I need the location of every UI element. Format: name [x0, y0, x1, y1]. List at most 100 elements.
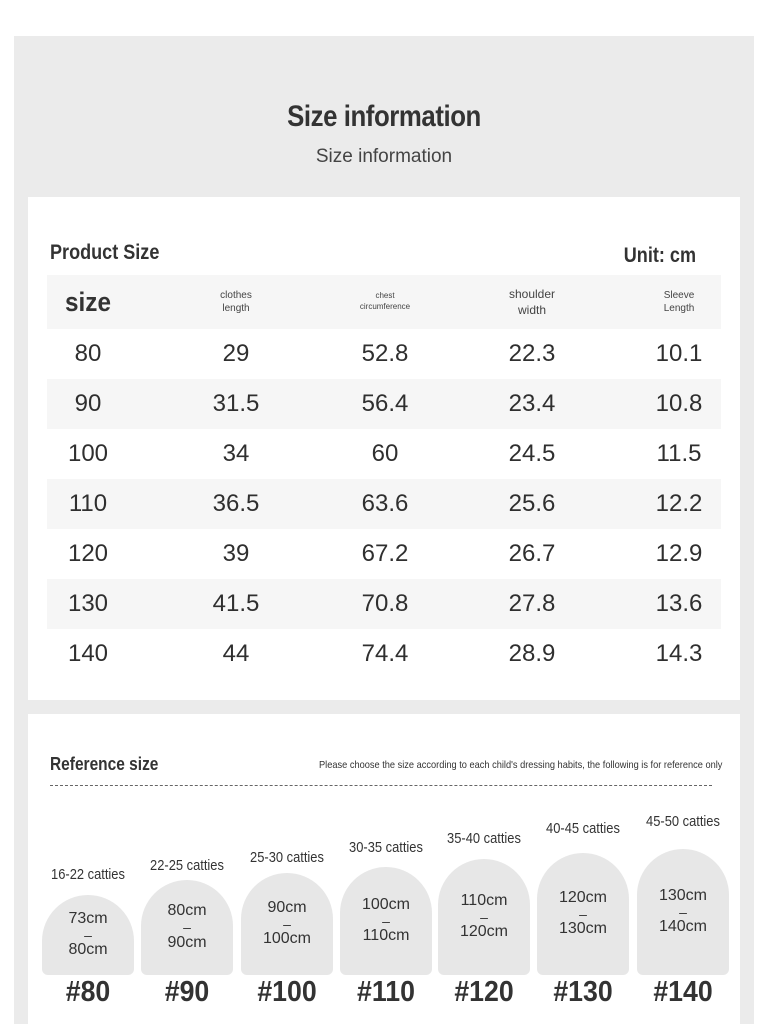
- table-cell: 14.3: [655, 640, 703, 667]
- height-separator: –: [480, 908, 488, 925]
- size-tag: #140: [653, 976, 713, 1008]
- table-cell: 110: [68, 490, 108, 517]
- height-separator: –: [579, 905, 587, 922]
- table-cell: 80: [74, 340, 102, 367]
- height-min: 80cm: [167, 902, 207, 920]
- height-min: 110cm: [460, 891, 508, 909]
- column-header-shoulder-width: shoulder width: [427, 286, 637, 318]
- table-cell: 23.4: [508, 390, 556, 417]
- table-cell: 100: [67, 440, 109, 467]
- height-separator: –: [283, 915, 291, 932]
- size-table: size clothes length chest circumference …: [47, 275, 721, 679]
- column-header-line: circumference: [359, 302, 411, 311]
- height-range-badge: 130cm – 140cm: [637, 849, 729, 975]
- table-cell: 31.5: [212, 390, 260, 417]
- table-cell: 140: [67, 640, 109, 667]
- table-cell: 29: [222, 340, 250, 367]
- height-max: 140cm: [658, 918, 708, 936]
- table-row: 130 41.5 70.8 27.8 13.6: [47, 579, 721, 629]
- table-cell: 26.7: [508, 540, 556, 567]
- table-cell: 67.2: [361, 540, 409, 567]
- height-max: 120cm: [459, 923, 509, 941]
- height-max: 110cm: [362, 927, 410, 945]
- table-cell: 41.5: [212, 590, 260, 617]
- table-cell: 12.9: [655, 540, 703, 567]
- reference-note: Please choose the size according to each…: [318, 759, 722, 771]
- size-tag: #100: [257, 976, 317, 1008]
- height-separator: –: [679, 903, 687, 920]
- column-header-chest-circumference: chest circumference: [343, 291, 427, 313]
- height-max: 90cm: [167, 933, 207, 951]
- height-range-badge: 120cm – 130cm: [537, 853, 629, 975]
- table-cell: 52.8: [361, 340, 409, 367]
- size-tag: #120: [454, 976, 514, 1008]
- weight-label: 25-30 catties: [250, 849, 324, 866]
- table-row: 80 29 52.8 22.3 10.1: [47, 329, 721, 379]
- unit-label: Unit: cm: [623, 244, 696, 267]
- table-cell: 28.9: [508, 640, 556, 667]
- table-cell: 74.4: [361, 640, 409, 667]
- table-row: 140 44 74.4 28.9 14.3: [47, 629, 721, 679]
- weight-label: 40-45 catties: [546, 820, 620, 837]
- height-min: 90cm: [267, 898, 307, 916]
- weight-label: 16-22 catties: [51, 866, 125, 883]
- column-header-sleeve-length: Sleeve Length: [637, 289, 721, 316]
- table-cell: 11.5: [656, 440, 702, 467]
- height-min: 130cm: [658, 886, 708, 904]
- height-range-badge: 90cm – 100cm: [241, 873, 333, 975]
- height-max: 100cm: [262, 930, 312, 948]
- height-min: 100cm: [361, 895, 411, 913]
- height-separator: –: [84, 926, 92, 943]
- product-size-title: Product Size: [50, 241, 160, 264]
- height-max: 80cm: [68, 941, 108, 959]
- table-cell: 22.3: [508, 340, 556, 367]
- height-range-badge: 73cm – 80cm: [42, 895, 134, 975]
- height-min: 73cm: [68, 909, 108, 927]
- size-tag: #130: [553, 976, 613, 1008]
- height-range-badge: 110cm – 120cm: [438, 859, 530, 975]
- weight-label: 22-25 catties: [150, 857, 224, 874]
- reference-size-title: Reference size: [50, 754, 159, 774]
- height-min: 120cm: [558, 888, 608, 906]
- weight-label: 35-40 catties: [447, 830, 521, 847]
- column-header-line: Sleeve: [663, 289, 695, 301]
- column-header-line: shoulder: [508, 286, 556, 301]
- table-row: 90 31.5 56.4 23.4 10.8: [47, 379, 721, 429]
- table-row: 100 34 60 24.5 11.5: [47, 429, 721, 479]
- product-size-panel: Product Size Unit: cm size clothes lengt…: [28, 197, 740, 700]
- table-cell: 44: [222, 640, 250, 667]
- table-cell: 120: [67, 540, 109, 567]
- table-cell: 60: [371, 440, 399, 467]
- table-cell: 12.2: [655, 490, 703, 517]
- table-cell: 24.5: [508, 440, 556, 467]
- table-cell: 70.8: [361, 590, 409, 617]
- table-row: 110 36.5 63.6 25.6 12.2: [47, 479, 721, 529]
- reference-size-panel: Reference size Please choose the size ac…: [28, 714, 740, 1024]
- weight-label: 45-50 catties: [646, 813, 720, 830]
- height-separator: –: [183, 919, 191, 936]
- page-title: Size information: [287, 100, 481, 133]
- table-cell: 36.5: [212, 490, 260, 517]
- column-header-size-text: size: [65, 286, 111, 317]
- height-range-badge: 80cm – 90cm: [141, 880, 233, 975]
- table-cell: 39: [222, 540, 250, 567]
- page-subtitle: Size information: [315, 146, 453, 167]
- size-tag: #90: [164, 976, 210, 1008]
- size-tag: #80: [65, 976, 111, 1008]
- table-cell: 130: [67, 590, 109, 617]
- table-cell: 56.4: [361, 390, 409, 417]
- table-cell: 27.8: [508, 590, 556, 617]
- table-cell: 90: [74, 390, 102, 417]
- table-cell: 10.8: [655, 390, 703, 417]
- height-range-badge: 100cm – 110cm: [340, 867, 432, 975]
- table-cell: 63.6: [361, 490, 409, 517]
- column-header-line: length: [222, 303, 250, 314]
- table-cell: 34: [222, 440, 250, 467]
- column-header-line: clothes: [220, 289, 252, 301]
- weight-label: 30-35 catties: [349, 839, 423, 856]
- height-separator: –: [382, 912, 390, 929]
- column-header-line: width: [517, 303, 546, 317]
- column-header-line: chest: [375, 291, 395, 301]
- height-max: 130cm: [558, 920, 608, 938]
- column-header-size: size: [51, 284, 125, 320]
